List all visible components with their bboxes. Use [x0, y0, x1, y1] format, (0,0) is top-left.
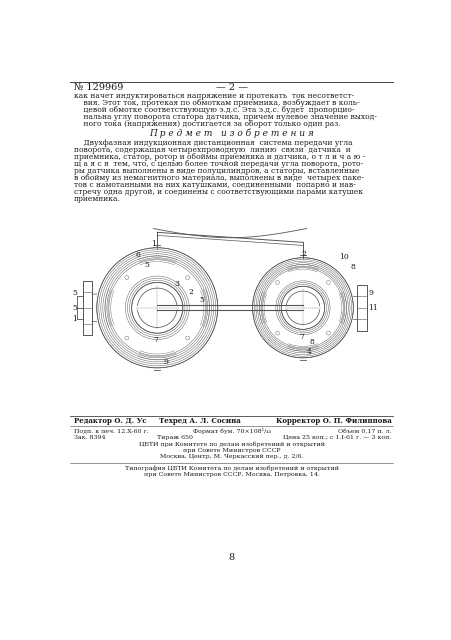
- Text: 5: 5: [72, 289, 77, 297]
- Text: 11: 11: [367, 304, 377, 312]
- Text: Зак. 8394: Зак. 8394: [74, 435, 105, 440]
- Text: Редактор О. Д. Ус: Редактор О. Д. Ус: [74, 417, 146, 424]
- Text: тов с намотанными на них катушками, соединенными  попарно и нав-: тов с намотанными на них катушками, соед…: [74, 181, 354, 189]
- Text: нальна углу поворота статора датчика, причем нулевое значение выход-: нальна углу поворота статора датчика, пр…: [74, 113, 376, 121]
- Text: Техред А. Л. Сосина: Техред А. Л. Сосина: [159, 417, 240, 424]
- Text: Корректор О. П. Филиппова: Корректор О. П. Филиппова: [275, 417, 391, 424]
- Text: ного тока (напряжения) достигается за оборот только один раз.: ного тока (напряжения) достигается за об…: [74, 120, 340, 128]
- Text: 2: 2: [188, 288, 193, 296]
- Text: ры датчика выполнены в виде полуцилиндров, а статоры, вставленные: ры датчика выполнены в виде полуцилиндро…: [74, 167, 358, 175]
- Text: при Совете Министров СССР, Москва, Петровка, 14.: при Совете Министров СССР, Москва, Петро…: [143, 472, 319, 477]
- Text: в обойму из немагнитного материала, выполнены в виде  четырех паке-: в обойму из немагнитного материала, выпо…: [74, 174, 363, 182]
- Text: 6: 6: [135, 251, 140, 259]
- Bar: [83, 281, 92, 335]
- Text: приемника.: приемника.: [74, 195, 120, 203]
- Text: 7: 7: [153, 337, 158, 344]
- Text: 8: 8: [228, 554, 234, 563]
- Text: Типография ЦБТИ Комитета по делам изобретений и открытий: Типография ЦБТИ Комитета по делам изобре…: [124, 465, 338, 470]
- Text: 5: 5: [199, 296, 204, 303]
- Text: как начет индуктироваться напряжение и протекать  ток несответст-: как начет индуктироваться напряжение и п…: [74, 92, 353, 100]
- Text: Подп. к печ. 12.X-60 г.: Подп. к печ. 12.X-60 г.: [74, 429, 148, 434]
- Text: Москва, Центр, М. Черкасский пер., д. 2/6.: Москва, Центр, М. Черкасский пер., д. 2/…: [160, 454, 303, 459]
- Text: Тираж 650: Тираж 650: [157, 435, 193, 440]
- Text: при Совете Министров СССР: при Совете Министров СССР: [183, 448, 280, 452]
- Text: 5: 5: [144, 261, 149, 269]
- Text: ЦБТИ при Комитете по делам изобретений и открытий: ЦБТИ при Комитете по делам изобретений и…: [138, 441, 324, 447]
- Text: 8: 8: [350, 263, 355, 271]
- Text: цевой обмотке соответствующую э.д.с. Эта э.д.с. будет  пропорцио-: цевой обмотке соответствующую э.д.с. Эта…: [74, 106, 353, 114]
- Text: 9: 9: [163, 358, 168, 366]
- Text: поворота, содержащая четырехпроводную  линию  связи  датчика  и: поворота, содержащая четырехпроводную ли…: [74, 147, 350, 154]
- Text: стречу одна другой, и соединены с соответствующими парами катушек: стречу одна другой, и соединены с соотве…: [74, 188, 362, 196]
- Text: щ а я с я  тем, что, с целью более точной передачи угла поворота, рото-: щ а я с я тем, что, с целью более точной…: [74, 160, 362, 168]
- Text: 8: 8: [308, 338, 313, 346]
- Text: 2: 2: [301, 250, 306, 258]
- Text: — 2 —: — 2 —: [215, 83, 247, 92]
- Text: 10: 10: [339, 253, 348, 261]
- Text: Цена 25 коп.; с 1.I-61 г. — 3 коп.: Цена 25 коп.; с 1.I-61 г. — 3 коп.: [282, 435, 391, 440]
- Text: Двухфазная индукционная дистанционная  система передачи угла: Двухфазная индукционная дистанционная си…: [74, 140, 351, 147]
- Text: Формат бум. 70×108¹/₄₅: Формат бум. 70×108¹/₄₅: [192, 428, 270, 433]
- Text: 7: 7: [299, 333, 303, 340]
- Text: 1: 1: [151, 240, 156, 248]
- Text: 3: 3: [174, 280, 179, 288]
- Text: 9: 9: [367, 289, 372, 297]
- Text: вия. Этот ток, протекая по обмоткам приемника, возбуждает в коль-: вия. Этот ток, протекая по обмоткам прие…: [74, 99, 359, 108]
- Text: 4: 4: [306, 348, 311, 356]
- Text: приемника, статор, ротор и обоймы приемника и датчика, о т л и ч а ю -: приемника, статор, ротор и обоймы приемн…: [74, 153, 364, 161]
- Text: П р е д м е т   и з о б р е т е н и я: П р е д м е т и з о б р е т е н и я: [149, 129, 313, 138]
- Text: № 129969: № 129969: [74, 83, 123, 92]
- Text: 5: 5: [72, 304, 77, 312]
- Text: Объем 0,17 п. л.: Объем 0,17 п. л.: [337, 429, 391, 433]
- Text: 1: 1: [72, 315, 77, 323]
- Bar: [356, 285, 366, 331]
